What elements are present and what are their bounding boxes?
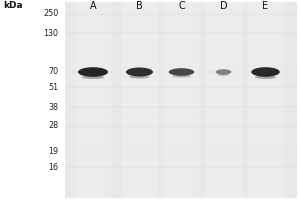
Bar (75, 2, 111, 198)
Ellipse shape (216, 69, 231, 75)
Text: 28: 28 (48, 121, 59, 130)
Text: 250: 250 (43, 9, 58, 19)
Ellipse shape (251, 67, 280, 77)
Text: B: B (136, 1, 143, 11)
Bar (122, 2, 158, 198)
Ellipse shape (129, 75, 150, 79)
Bar (64, 2, 297, 198)
Text: 38: 38 (49, 102, 58, 112)
Bar (248, 2, 284, 198)
Text: E: E (262, 1, 268, 11)
Text: C: C (178, 1, 185, 11)
Ellipse shape (126, 68, 153, 76)
Text: A: A (90, 1, 96, 11)
Text: 70: 70 (48, 68, 59, 76)
Ellipse shape (218, 74, 230, 76)
Bar (206, 2, 242, 198)
Text: 130: 130 (44, 28, 59, 38)
Text: 51: 51 (48, 83, 59, 92)
Ellipse shape (78, 67, 108, 77)
Ellipse shape (255, 76, 276, 79)
Ellipse shape (82, 76, 104, 79)
Bar (164, 2, 200, 198)
Text: 16: 16 (49, 162, 58, 171)
Text: 19: 19 (48, 148, 59, 156)
Text: D: D (220, 1, 227, 11)
Text: kDa: kDa (3, 1, 22, 10)
Ellipse shape (172, 75, 191, 78)
Ellipse shape (169, 68, 194, 76)
